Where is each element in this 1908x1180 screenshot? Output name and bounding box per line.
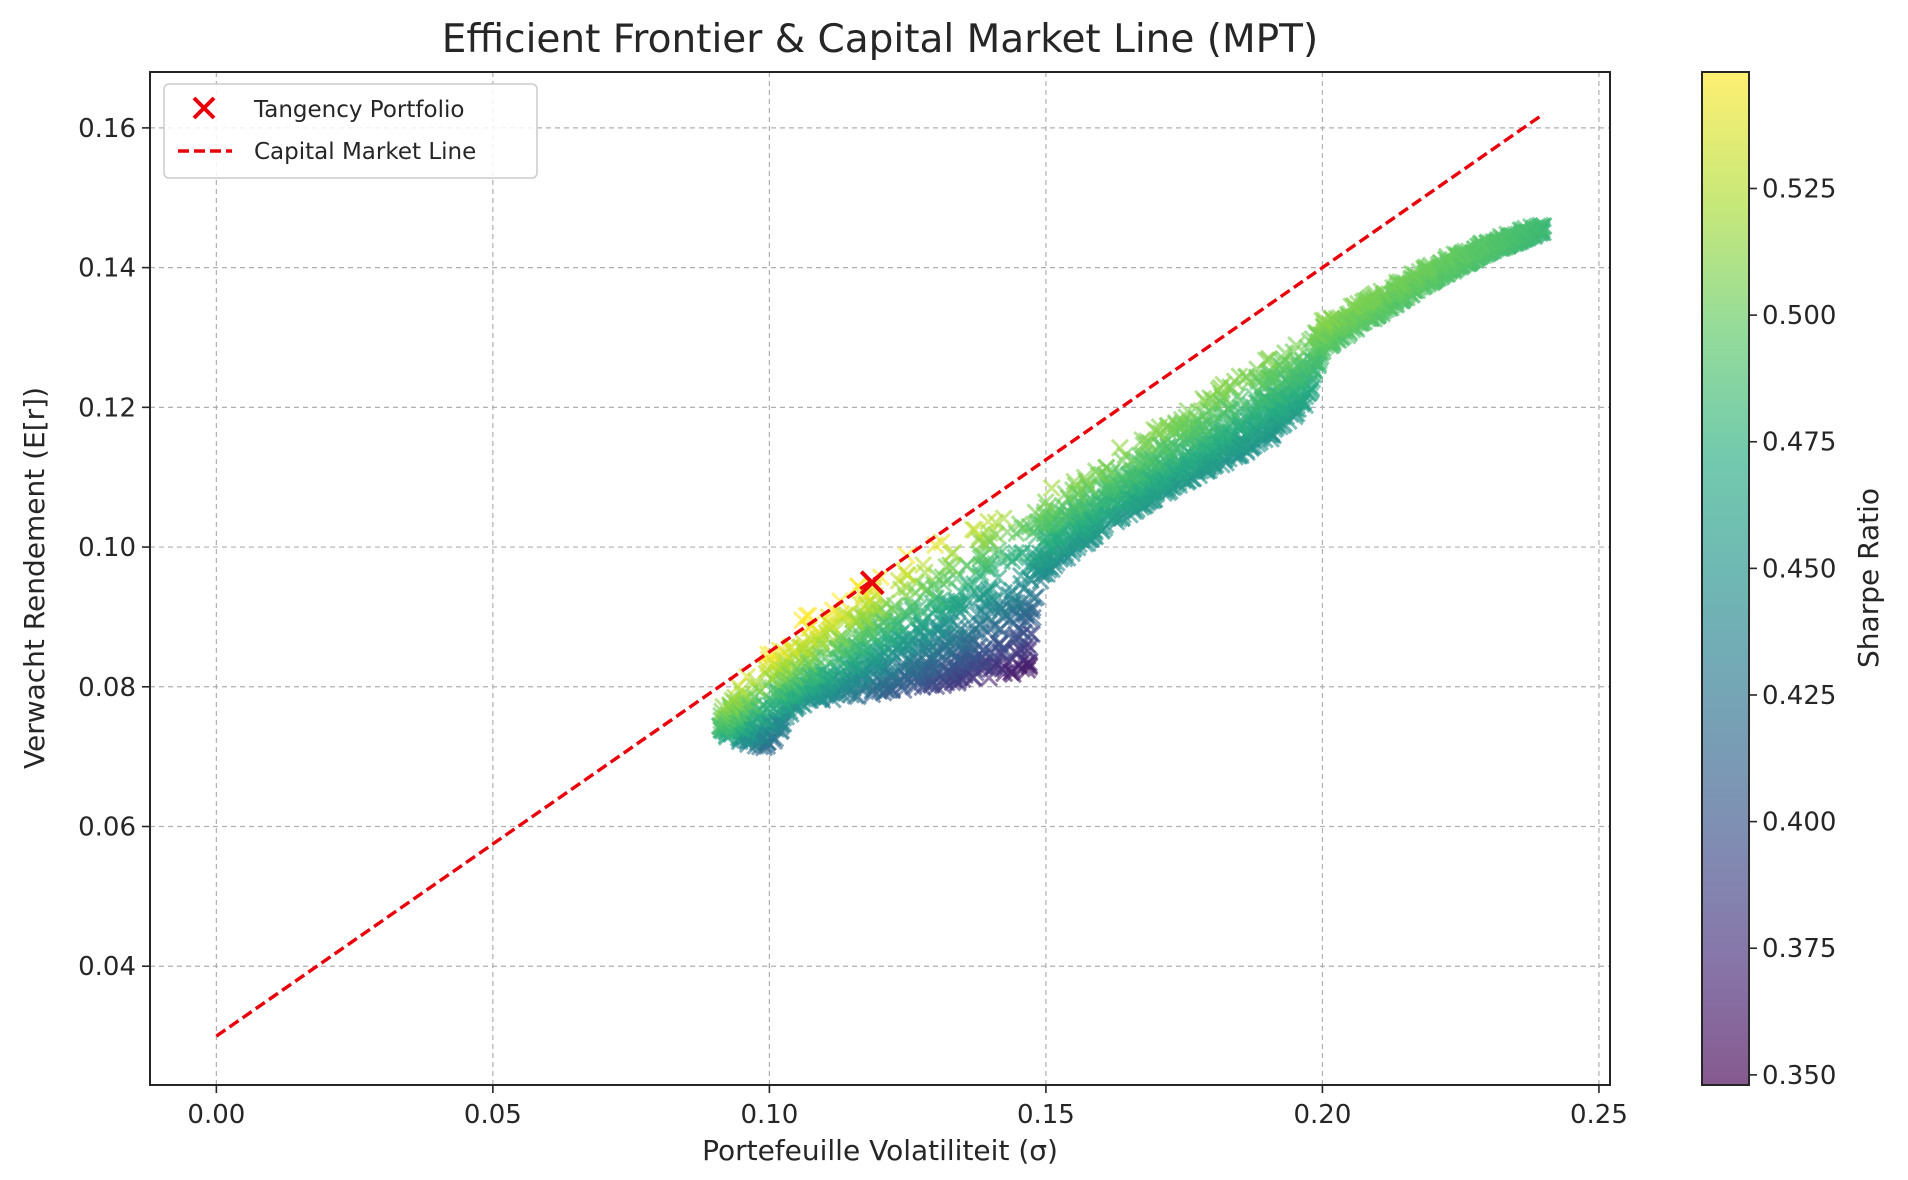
colorbar-tick-label: 0.400 [1762, 808, 1836, 838]
colorbar-frame [1701, 71, 1750, 1086]
portfolio-point [1403, 264, 1422, 283]
portfolio-point [1344, 296, 1364, 315]
colorbar-tick-label: 0.500 [1762, 301, 1836, 331]
y-axis-ticks: 0.04 0.06 0.08 0.10 0.12 0.14 0.16 [78, 114, 150, 982]
portfolio-point [986, 513, 1005, 532]
portfolio-point [1145, 420, 1164, 439]
portfolio-point [1065, 472, 1084, 491]
portfolio-point [1012, 574, 1031, 593]
colorbar-ticks: 0.350 0.375 0.400 0.425 0.450 0.475 0.500 0.525 [1749, 174, 1836, 1091]
portfolio-point [895, 562, 914, 581]
portfolio-point [1150, 418, 1169, 437]
portfolio-point [1075, 468, 1094, 487]
portfolio-point [1097, 458, 1116, 477]
portfolio-point [1006, 543, 1026, 562]
portfolio-scatter [710, 216, 1553, 757]
chart-title: Efficient Frontier & Capital Market Line… [442, 17, 1318, 62]
y-tick-label: 0.10 [78, 533, 136, 563]
x-axis-label: Portefeuille Volatiliteit (σ) [702, 1134, 1058, 1167]
portfolio-point [889, 571, 908, 590]
colorbar-tick-label: 0.350 [1762, 1061, 1836, 1091]
y-tick-label: 0.16 [78, 114, 136, 144]
portfolio-point [1011, 566, 1030, 585]
colorbar-tick-label: 0.525 [1762, 174, 1836, 204]
x-tick-label: 0.10 [740, 1100, 798, 1130]
portfolio-point [1416, 258, 1435, 277]
tangency-portfolio-marker [859, 570, 885, 596]
portfolio-point [1194, 389, 1213, 408]
x-tick-label: 0.00 [187, 1100, 245, 1130]
y-tick-label: 0.06 [78, 813, 136, 843]
portfolio-point [1276, 344, 1295, 363]
portfolio-point [937, 557, 956, 576]
x-tick-label: 0.25 [1570, 1100, 1628, 1130]
portfolio-point [1038, 498, 1057, 517]
legend-label-tangency: Tangency Portfolio [253, 97, 464, 123]
portfolio-point [1036, 492, 1055, 512]
y-tick-label: 0.08 [78, 673, 136, 703]
y-tick-label: 0.14 [78, 254, 136, 284]
x-tick-label: 0.20 [1293, 1100, 1351, 1130]
portfolio-point [902, 597, 921, 616]
portfolio-point [1096, 465, 1115, 484]
portfolio-point [963, 520, 982, 539]
portfolio-point [1391, 273, 1410, 292]
portfolio-point [1013, 543, 1032, 562]
x-tick-label: 0.05 [464, 1100, 522, 1130]
portfolio-point [995, 583, 1014, 602]
colorbar-tick-label: 0.475 [1762, 428, 1836, 458]
colorbar-tick-label: 0.425 [1762, 681, 1836, 711]
portfolio-point [914, 555, 933, 574]
portfolio-point [1178, 401, 1197, 420]
portfolio-point [871, 567, 890, 587]
portfolio-point [1110, 438, 1129, 457]
portfolio-point [746, 677, 765, 697]
x-axis-ticks: 0.00 0.05 0.10 0.15 0.20 0.25 [187, 1085, 1628, 1130]
portfolio-point [763, 645, 782, 664]
portfolio-point [1230, 367, 1249, 386]
plot-frame [149, 71, 1611, 1086]
portfolio-point [1342, 297, 1361, 316]
portfolio-point [1437, 247, 1457, 266]
portfolio-point [1010, 515, 1029, 534]
portfolio-point [1491, 227, 1510, 246]
portfolio-point [1230, 391, 1249, 410]
portfolio-point [714, 697, 733, 716]
portfolio-point [1116, 446, 1135, 465]
portfolio-point [990, 545, 1009, 564]
portfolio-point [1313, 311, 1332, 330]
colorbar-label: Sharpe Ratio [1852, 488, 1885, 668]
x-tick-label: 0.15 [1017, 1100, 1075, 1130]
tangency-portfolio-group [859, 570, 885, 596]
portfolio-point [1086, 462, 1106, 481]
colorbar-gradient [1702, 72, 1749, 1085]
portfolio-point [1245, 387, 1264, 406]
portfolio-point [1021, 624, 1040, 643]
portfolio-point [1287, 336, 1306, 355]
portfolio-point [1511, 221, 1530, 240]
y-tick-label: 0.04 [78, 952, 136, 982]
legend-label-cml: Capital Market Line [254, 139, 476, 165]
portfolio-point [1256, 351, 1275, 370]
legend: Tangency Portfolio Capital Market Line [163, 83, 538, 179]
legend-x-shape [192, 96, 216, 120]
portfolio-point [957, 572, 977, 591]
colorbar-tick-label: 0.450 [1762, 554, 1836, 584]
portfolio-point [1237, 367, 1256, 386]
portfolio-point [1471, 234, 1490, 253]
portfolio-point [774, 642, 793, 661]
y-axis-label: Verwacht Rendement (E[r]) [18, 387, 51, 769]
colorbar-tick-label: 0.375 [1762, 934, 1836, 964]
portfolio-point [979, 512, 998, 531]
colorbar: 0.350 0.375 0.400 0.425 0.450 0.475 0.500 0.525… [1701, 71, 1885, 1091]
legend-marker-tangency [192, 96, 216, 120]
portfolio-point [1042, 478, 1061, 498]
portfolio-point [1366, 284, 1385, 303]
portfolio-point [1214, 375, 1233, 394]
legend-box [163, 83, 538, 179]
y-tick-label: 0.12 [78, 393, 136, 423]
portfolio-point [738, 667, 757, 686]
portfolio-point [1387, 273, 1406, 292]
